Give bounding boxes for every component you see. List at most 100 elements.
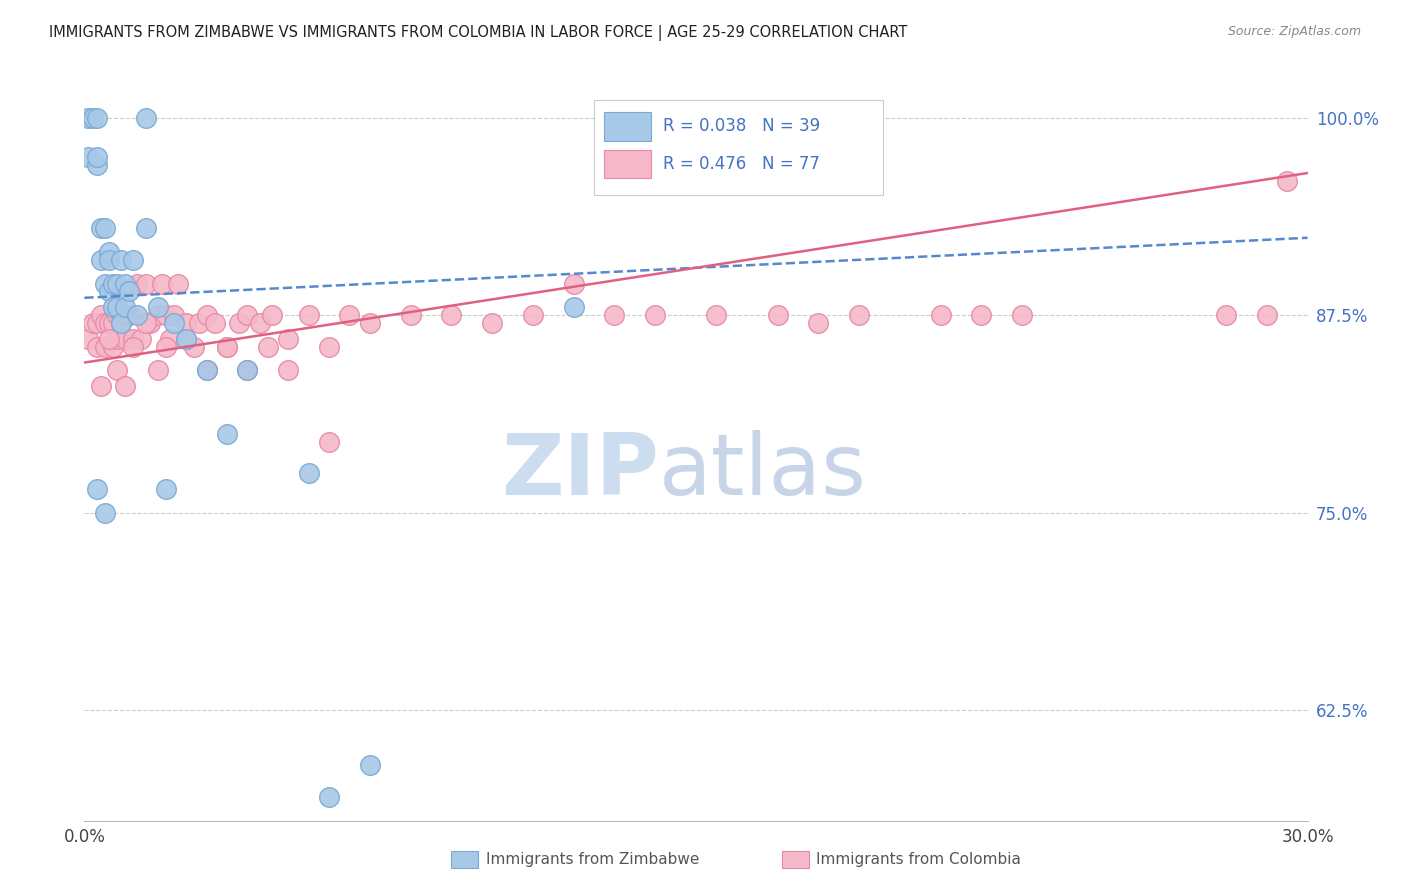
Point	[318, 434, 340, 449]
Point	[82, 316, 104, 330]
Point	[183, 340, 205, 354]
Point	[86, 482, 108, 496]
Point	[155, 340, 177, 354]
Point	[90, 379, 112, 393]
Point	[217, 340, 239, 354]
Point	[135, 316, 157, 330]
Point	[97, 316, 120, 330]
Point	[93, 316, 115, 330]
Point	[155, 308, 177, 322]
Point	[135, 277, 157, 291]
Point	[174, 316, 197, 330]
Text: Source: ZipAtlas.com: Source: ZipAtlas.com	[1227, 25, 1361, 38]
Point	[93, 340, 115, 354]
Point	[766, 308, 789, 322]
Point	[298, 308, 321, 322]
Point	[97, 285, 120, 299]
Point	[1011, 308, 1033, 322]
Point	[970, 308, 993, 322]
Point	[195, 363, 218, 377]
Point	[110, 308, 132, 322]
Point	[163, 316, 186, 330]
Point	[195, 308, 218, 322]
Point	[122, 340, 145, 354]
FancyBboxPatch shape	[595, 101, 883, 195]
Point	[105, 277, 128, 291]
Point	[118, 308, 141, 322]
Point	[97, 332, 120, 346]
Point	[150, 277, 173, 291]
Point	[562, 300, 585, 314]
Point	[118, 285, 141, 299]
Text: Immigrants from Colombia: Immigrants from Colombia	[815, 852, 1021, 867]
Point	[277, 332, 299, 346]
Point	[90, 308, 112, 322]
Text: atlas: atlas	[659, 430, 868, 514]
Point	[90, 252, 112, 267]
Point	[187, 316, 209, 330]
Point	[90, 221, 112, 235]
Point	[127, 277, 149, 291]
Point	[163, 308, 186, 322]
Point	[249, 316, 271, 330]
Point	[101, 340, 124, 354]
Point	[174, 332, 197, 346]
Bar	[605, 112, 651, 141]
Point	[562, 277, 585, 291]
Point	[97, 244, 120, 259]
Point	[260, 308, 283, 322]
Point	[86, 316, 108, 330]
Point	[399, 308, 422, 322]
Point	[135, 221, 157, 235]
Point	[122, 332, 145, 346]
Point	[82, 111, 104, 125]
Text: IMMIGRANTS FROM ZIMBABWE VS IMMIGRANTS FROM COLOMBIA IN LABOR FORCE | AGE 25-29 : IMMIGRANTS FROM ZIMBABWE VS IMMIGRANTS F…	[49, 25, 908, 41]
Point	[86, 158, 108, 172]
Point	[93, 506, 115, 520]
Point	[236, 363, 259, 377]
Point	[603, 308, 626, 322]
Text: R = 0.038   N = 39: R = 0.038 N = 39	[664, 117, 820, 135]
Point	[174, 332, 197, 346]
Point	[298, 466, 321, 480]
Point	[195, 363, 218, 377]
Point	[127, 308, 149, 322]
Point	[114, 308, 136, 322]
Point	[277, 363, 299, 377]
Text: R = 0.476   N = 77: R = 0.476 N = 77	[664, 155, 820, 173]
Point	[318, 340, 340, 354]
Point	[217, 426, 239, 441]
Point	[105, 300, 128, 314]
Point	[217, 340, 239, 354]
Point	[114, 332, 136, 346]
Point	[77, 332, 100, 346]
Point	[122, 252, 145, 267]
Text: Immigrants from Zimbabwe: Immigrants from Zimbabwe	[485, 852, 699, 867]
Point	[644, 308, 666, 322]
Point	[155, 482, 177, 496]
Point	[86, 150, 108, 164]
Point	[105, 363, 128, 377]
Point	[440, 308, 463, 322]
Point	[481, 316, 503, 330]
Point	[101, 300, 124, 314]
Point	[848, 308, 870, 322]
Point	[146, 308, 169, 322]
Bar	[782, 851, 808, 868]
Point	[146, 300, 169, 314]
Point	[97, 252, 120, 267]
Point	[77, 111, 100, 125]
Point	[138, 316, 160, 330]
Point	[114, 300, 136, 314]
Point	[110, 252, 132, 267]
Point	[522, 308, 544, 322]
Point	[86, 340, 108, 354]
Point	[1256, 308, 1278, 322]
Point	[318, 789, 340, 804]
Point	[339, 308, 361, 322]
Point	[135, 111, 157, 125]
Point	[114, 379, 136, 393]
Point	[1277, 174, 1299, 188]
Point	[167, 277, 190, 291]
Point	[236, 308, 259, 322]
